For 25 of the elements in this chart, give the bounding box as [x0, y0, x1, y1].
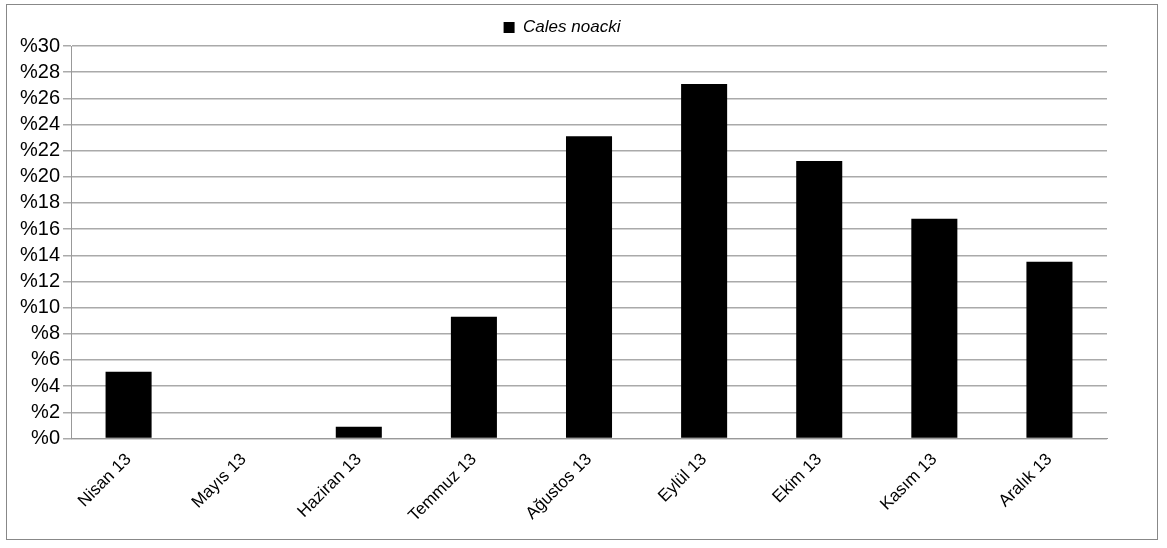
y-tick-label: %28	[20, 59, 61, 82]
y-tick-label: %0	[31, 425, 61, 448]
bar	[335, 426, 382, 438]
bar	[1026, 261, 1073, 438]
y-tick-label: %30	[20, 33, 61, 56]
y-tick-label: %26	[20, 85, 61, 108]
bar	[565, 136, 613, 438]
bar	[681, 83, 728, 438]
bar	[105, 371, 152, 438]
y-tick-label: %10	[20, 295, 61, 318]
y-tick-label: %6	[31, 347, 61, 370]
y-tick-label: %22	[20, 138, 61, 161]
y-tick-label: %8	[31, 321, 61, 344]
y-tick-label: %2	[31, 399, 61, 422]
y-tick-label: %18	[20, 190, 61, 213]
y-tick-label: %20	[20, 164, 61, 187]
legend-label: Cales noacki	[523, 17, 622, 37]
y-tick-label: %12	[20, 268, 61, 291]
y-tick-label: %24	[20, 112, 61, 134]
bar	[911, 218, 958, 438]
bar	[796, 161, 843, 438]
y-tick-label: %4	[31, 373, 61, 396]
bar	[450, 316, 497, 438]
y-tick-label: %14	[20, 242, 61, 265]
y-tick-label: %16	[20, 216, 61, 239]
